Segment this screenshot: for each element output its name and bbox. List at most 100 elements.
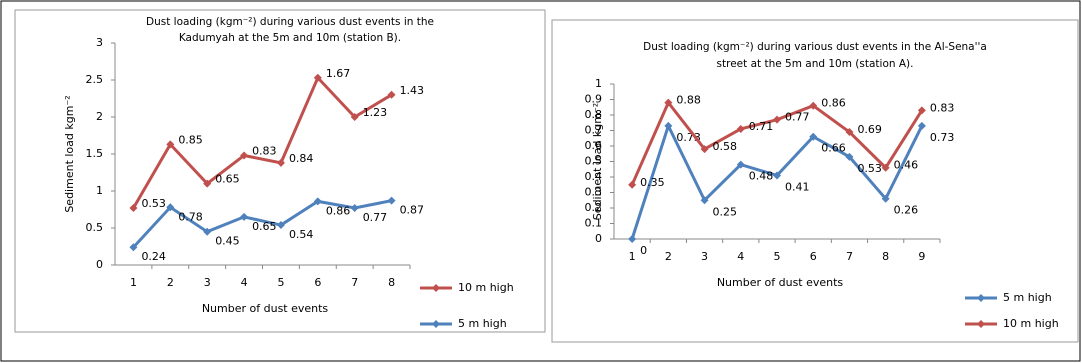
x-tick-label: 2: [167, 276, 174, 289]
value-label: 0.84: [289, 152, 314, 165]
chart-title: Dust loading (kgm⁻²) during various dust…: [146, 16, 434, 28]
y-tick-label: 0.4: [585, 170, 603, 183]
data-point: [203, 179, 212, 188]
data-point: [166, 140, 175, 149]
x-tick-label: 5: [277, 276, 284, 289]
value-label: 0.77: [363, 211, 388, 224]
y-tick-label: 0.2: [585, 201, 603, 214]
legend-marker: [977, 320, 985, 328]
y-tick-label: 0.5: [585, 155, 603, 168]
data-point: [387, 196, 396, 205]
series-line: [132, 199, 392, 249]
value-label: 0.58: [713, 140, 738, 153]
legend-label: 10 m high: [458, 281, 514, 294]
value-label: 0.78: [178, 210, 203, 223]
y-axis-title: Sediment load kgm⁻²: [591, 103, 604, 220]
value-label: 0.88: [676, 94, 701, 107]
x-tick-label: 8: [882, 250, 889, 263]
x-tick-label: 8: [388, 276, 395, 289]
y-tick-label: 3: [96, 36, 103, 49]
value-label: 0.26: [894, 204, 919, 217]
value-label: 0.86: [326, 204, 351, 217]
data-point: [809, 101, 818, 110]
value-label: 0.69: [857, 123, 882, 136]
y-tick-label: 0.3: [585, 186, 603, 199]
value-label: 0.65: [215, 173, 240, 186]
value-label: 0.35: [640, 176, 665, 189]
x-tick-label: 1: [629, 250, 636, 263]
value-label: 0.25: [713, 205, 738, 218]
value-label: 0.77: [785, 111, 810, 124]
value-label: 0.86: [821, 97, 846, 110]
data-point: [203, 227, 212, 236]
y-tick-label: 0.9: [585, 93, 603, 106]
data-point: [845, 152, 854, 161]
data-point: [809, 132, 818, 141]
value-label: 1.67: [326, 67, 351, 80]
x-tick-label: 1: [130, 276, 137, 289]
y-tick-label: 1: [96, 184, 103, 197]
data-point: [917, 106, 926, 115]
chart-border: [551, 19, 1079, 343]
data-point: [664, 98, 673, 107]
chart-title: street at the 5m and 10m (station A).: [717, 58, 914, 70]
value-label: 0.45: [215, 235, 240, 248]
x-axis-title: Number of dust events: [202, 302, 329, 315]
value-label: 0.48: [749, 170, 774, 183]
data-point: [845, 128, 854, 137]
y-tick-label: 2: [96, 110, 103, 123]
data-point: [736, 160, 745, 169]
value-label: 0.53: [857, 162, 882, 175]
x-tick-label: 4: [737, 250, 744, 263]
value-label: 0.46: [894, 159, 919, 172]
legend-label: 5 m high: [1003, 291, 1052, 304]
data-point: [313, 197, 322, 206]
data-point: [276, 221, 285, 230]
value-label: 0.87: [400, 204, 425, 217]
data-point: [628, 180, 637, 189]
x-tick-label: 3: [701, 250, 708, 263]
value-label: 0.85: [178, 133, 203, 146]
data-point: [664, 121, 673, 130]
legend-label: 5 m high: [458, 317, 507, 330]
x-tick-label: 9: [918, 250, 925, 263]
x-tick-label: 6: [314, 276, 321, 289]
data-point: [240, 151, 249, 160]
chart-title: Kadumyah at the 5m and 10m (station B).: [179, 32, 401, 44]
value-label: 0.71: [749, 120, 774, 133]
data-point: [736, 124, 745, 133]
data-point: [387, 90, 396, 99]
x-tick-label: 7: [846, 250, 853, 263]
data-point: [166, 203, 175, 212]
x-tick-label: 3: [204, 276, 211, 289]
y-tick-label: 1.5: [86, 147, 104, 160]
value-label: 0.53: [141, 197, 166, 210]
data-point: [628, 235, 637, 243]
legend-marker: [432, 320, 440, 328]
data-point: [129, 204, 138, 213]
value-label: 0.54: [289, 228, 314, 241]
data-point: [917, 121, 926, 130]
data-point: [240, 212, 249, 221]
data-point: [350, 113, 359, 121]
y-tick-label: 2.5: [86, 73, 104, 86]
value-label: 0.83: [252, 144, 277, 157]
x-tick-label: 6: [810, 250, 817, 263]
chart-title: Dust loading (kgm⁻²) during various dust…: [643, 41, 987, 53]
data-point: [881, 194, 890, 203]
series-line: [132, 75, 393, 209]
data-point: [773, 171, 781, 180]
y-tick-label: 0.1: [585, 217, 603, 230]
chart-border: [14, 9, 546, 333]
x-tick-label: 5: [774, 250, 781, 263]
y-tick-label: 1: [595, 77, 602, 90]
value-label: 0.66: [821, 142, 846, 155]
data-point: [881, 163, 890, 172]
y-tick-label: 0.5: [86, 221, 104, 234]
data-point: [700, 145, 709, 154]
y-tick-label: 0.6: [585, 139, 603, 152]
value-label: 1.23: [363, 106, 388, 119]
value-label: 0.73: [930, 131, 955, 144]
